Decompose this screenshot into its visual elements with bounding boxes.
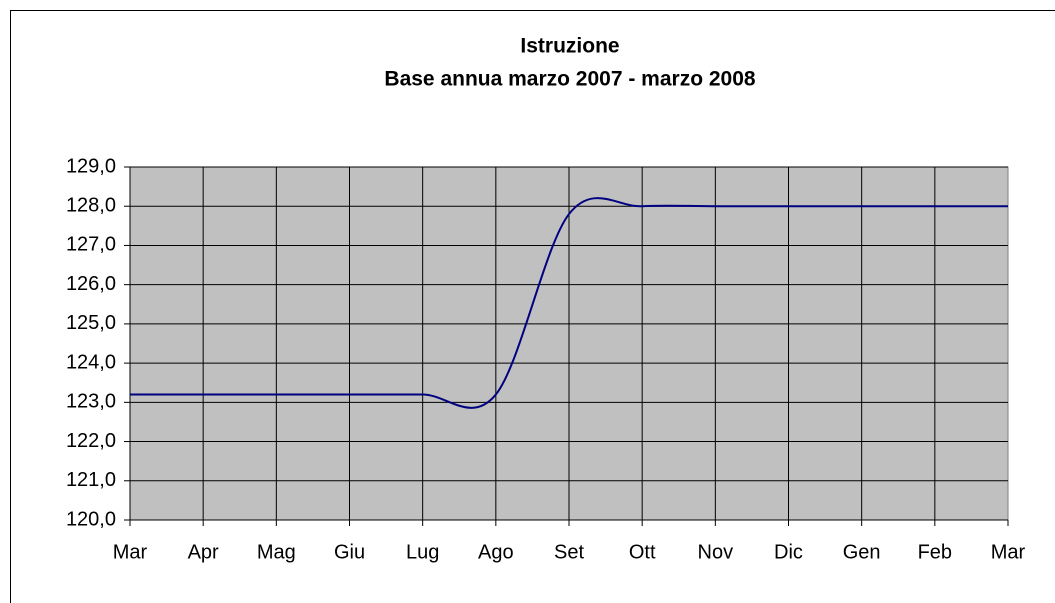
y-tick-label: 129,0 bbox=[66, 155, 116, 177]
y-tick-label: 128,0 bbox=[66, 195, 116, 217]
chart-title: Istruzione bbox=[520, 35, 619, 58]
x-tick-label: Giu bbox=[334, 541, 365, 563]
x-tick-label: Feb bbox=[918, 541, 952, 563]
y-tick-label: 123,0 bbox=[66, 391, 116, 413]
x-tick-label: Mag bbox=[257, 541, 296, 563]
y-tick-label: 127,0 bbox=[66, 234, 116, 256]
y-tick-label: 122,0 bbox=[66, 430, 116, 452]
x-tick-label: Apr bbox=[188, 541, 219, 563]
x-tick-label: Mar bbox=[991, 541, 1026, 563]
x-tick-label: Ago bbox=[478, 541, 514, 563]
x-tick-label: Lug bbox=[406, 541, 439, 563]
data-line bbox=[129, 197, 1008, 409]
x-tick-label: Mar bbox=[113, 541, 148, 563]
y-tick-label: 121,0 bbox=[66, 469, 116, 491]
y-tick-label: 126,0 bbox=[66, 273, 116, 295]
x-tick-label: Gen bbox=[843, 541, 881, 563]
x-tick-label: Nov bbox=[698, 541, 734, 563]
x-tick-label: Set bbox=[554, 541, 584, 563]
y-tick-label: 125,0 bbox=[66, 312, 116, 334]
y-tick-label: 124,0 bbox=[66, 351, 116, 373]
chart-subtitle: Base annua marzo 2007 - marzo 2008 bbox=[384, 68, 756, 91]
y-tick-label: 120,0 bbox=[66, 508, 116, 530]
x-tick-label: Ott bbox=[629, 541, 656, 563]
x-tick-label: Dic bbox=[774, 541, 803, 563]
